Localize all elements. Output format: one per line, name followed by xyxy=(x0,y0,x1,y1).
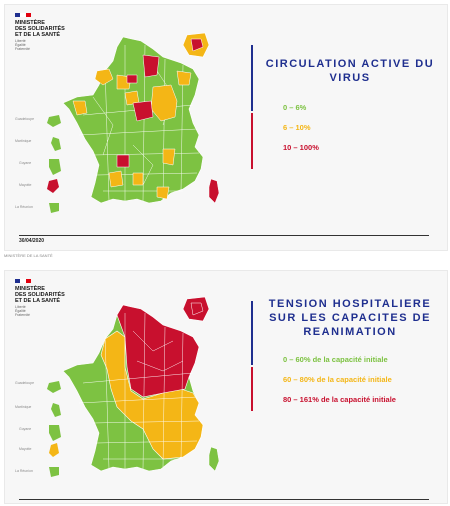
footer-rule xyxy=(19,235,429,236)
zone-orange xyxy=(100,330,204,460)
footer-rule xyxy=(19,499,429,500)
overseas-reunion xyxy=(49,203,59,213)
ministry-motto: Liberté Égalité Fraternité xyxy=(15,305,30,317)
legend-item-medium: 6 – 10% xyxy=(283,123,311,132)
overseas-label: La Réunion xyxy=(15,205,33,209)
ministry-motto: Liberté Égalité Fraternité xyxy=(15,39,30,51)
legend-item-medium: 60 – 80% de la capacité initiale xyxy=(283,375,392,384)
overseas-mayotte xyxy=(47,179,59,193)
corsica xyxy=(208,446,220,472)
overseas-label: Guyane xyxy=(19,161,32,165)
ile-de-france-inset xyxy=(182,296,210,322)
title-divider xyxy=(251,45,253,111)
legend-item-low: 0 – 60% de la capacité initiale xyxy=(283,355,388,364)
legend-divider xyxy=(251,367,253,411)
ministry-logo: MINISTÈRE DES SOLIDARITÉS ET DE LA SANTÉ… xyxy=(15,279,65,317)
title-divider xyxy=(251,301,253,365)
overseas-guadeloupe xyxy=(47,381,61,393)
ministry-logo: MINISTÈRE DES SOLIDARITÉS ET DE LA SANTÉ… xyxy=(15,13,65,51)
french-flag-icon xyxy=(15,279,31,283)
ile-de-france-inset xyxy=(182,32,210,58)
overseas-reunion xyxy=(49,467,59,477)
overseas-label: Martinique xyxy=(15,405,32,409)
corsica xyxy=(208,178,220,204)
legend-item-high: 10 – 100% xyxy=(283,143,319,152)
overseas-martinique xyxy=(51,137,61,151)
map-title: TENSION HOSPITALIERE SUR LES CAPACITES D… xyxy=(268,298,432,338)
overseas-label: Mayotte xyxy=(19,183,32,187)
zone-red xyxy=(116,304,200,398)
ministry-name: MINISTÈRE DES SOLIDARITÉS ET DE LA SANTÉ xyxy=(15,286,65,304)
map-date: 30/04/2020 xyxy=(19,238,45,244)
source-caption: MINISTÈRE DE LA SANTÉ xyxy=(4,253,53,258)
overseas-label: Guadeloupe xyxy=(15,381,35,385)
overseas-guyane xyxy=(49,159,61,175)
france-map-virus xyxy=(47,32,220,213)
map-panel-virus-circulation: MINISTÈRE DES SOLIDARITÉS ET DE LA SANTÉ… xyxy=(4,4,448,251)
legend-item-low: 0 – 6% xyxy=(283,103,307,112)
overseas-label: Mayotte xyxy=(19,447,32,451)
france-map-hospital xyxy=(47,296,220,477)
overseas-guyane xyxy=(49,425,61,441)
french-flag-icon xyxy=(15,13,31,17)
overseas-label: Guyane xyxy=(19,427,32,431)
legend-item-high: 80 – 161% de la capacité initiale xyxy=(283,395,396,404)
overseas-label: Martinique xyxy=(15,139,32,143)
map-panel-hospital-tension: MINISTÈRE DES SOLIDARITÉS ET DE LA SANTÉ… xyxy=(4,270,448,504)
overseas-mayotte xyxy=(49,443,59,457)
overseas-label: Guadeloupe xyxy=(15,117,35,121)
overseas-martinique xyxy=(51,403,61,417)
legend-divider xyxy=(251,113,253,169)
overseas-label: La Réunion xyxy=(15,469,33,473)
ministry-name: MINISTÈRE DES SOLIDARITÉS ET DE LA SANTÉ xyxy=(15,20,65,38)
map-title: CIRCULATION ACTIVE DU VIRUS xyxy=(265,58,435,84)
overseas-guadeloupe xyxy=(47,115,61,127)
